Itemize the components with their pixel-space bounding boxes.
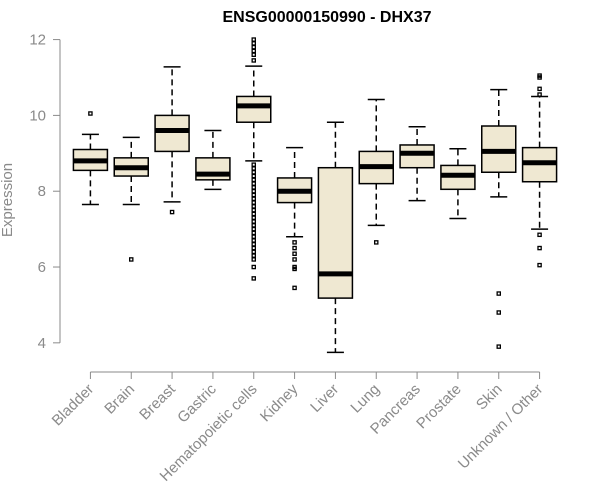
outlier-point — [251, 249, 256, 255]
x-tick-label: Brain — [101, 381, 138, 418]
outlier-point — [251, 238, 256, 243]
outlier-point — [251, 219, 256, 224]
box-liver — [317, 121, 354, 354]
chart-title: ENSG00000150990 - DHX37 — [222, 9, 431, 26]
outlier-point — [292, 240, 297, 245]
y-tick-label: 6 — [38, 259, 46, 276]
outlier-point — [169, 209, 175, 215]
y-tick-label: 10 — [29, 107, 46, 124]
y-tick-label: 4 — [38, 335, 46, 352]
x-tick-label: Bladder — [49, 381, 98, 430]
outlier-point — [292, 285, 297, 291]
box-hematopoietic-cells — [236, 37, 272, 281]
box-pancreas — [399, 126, 435, 202]
y-axis-label: Expression — [0, 163, 16, 237]
outlier-point — [251, 58, 256, 63]
outlier-point — [251, 188, 256, 194]
outlier-point — [88, 111, 93, 116]
outlier-point — [251, 37, 256, 42]
outlier-point — [251, 200, 256, 205]
x-tick-label: Lung — [347, 381, 383, 417]
outlier-point — [251, 162, 256, 167]
outlier-point — [292, 245, 297, 251]
box-bladder — [72, 111, 109, 206]
outlier-point — [251, 242, 256, 247]
outlier-point — [251, 52, 256, 57]
outlier-point — [251, 196, 256, 202]
y-tick-label: 12 — [29, 32, 46, 49]
x-tick-label: Prostate — [413, 381, 465, 433]
outlier-point — [251, 204, 256, 209]
outlier-point — [537, 86, 542, 92]
box-series — [72, 37, 558, 354]
x-tick-label: Liver — [307, 381, 342, 416]
box-gastric — [195, 129, 231, 191]
x-tick-label: Skin — [473, 381, 506, 414]
iqr-box — [317, 166, 354, 299]
outlier-point — [251, 245, 256, 251]
outlier-point — [537, 245, 542, 251]
outlier-point — [251, 166, 256, 171]
outlier-point — [292, 251, 297, 257]
outlier-point — [251, 181, 256, 186]
outlier-point — [292, 257, 297, 262]
outlier-point — [292, 266, 297, 272]
y-axis: 4 6 8 10 12 — [29, 32, 61, 352]
outlier-point — [537, 232, 542, 238]
outlier-point — [251, 207, 256, 213]
iqr-box — [399, 144, 435, 169]
box-lung — [358, 98, 394, 245]
outlier-point — [496, 310, 501, 315]
box-prostate — [440, 148, 476, 220]
box-brain — [113, 136, 149, 262]
x-tick-label: Kidney — [257, 380, 302, 425]
outlier-point — [251, 276, 256, 281]
iqr-box — [154, 114, 190, 153]
outlier-point — [496, 344, 501, 349]
outlier-point — [251, 223, 256, 228]
outlier-point — [251, 257, 256, 262]
outlier-point — [251, 234, 256, 239]
outlier-point — [251, 230, 256, 236]
outlier-point — [251, 226, 256, 232]
box-kidney — [276, 146, 313, 291]
x-tick-label: Breast — [136, 380, 179, 423]
box-unknown-other — [521, 73, 558, 268]
outlier-point — [251, 264, 256, 270]
outlier-point — [251, 44, 256, 50]
outlier-point — [251, 192, 256, 198]
outlier-point — [251, 215, 256, 220]
outlier-point — [537, 75, 542, 80]
outlier-point — [373, 240, 379, 245]
iqr-box — [236, 95, 272, 123]
outlier-point — [496, 291, 501, 296]
outlier-point — [251, 170, 256, 175]
outlier-point — [537, 92, 542, 97]
outlier-point — [251, 41, 256, 46]
outlier-point — [251, 173, 256, 179]
y-tick-label: 8 — [38, 183, 46, 200]
outlier-point — [251, 177, 256, 183]
outlier-point — [251, 185, 256, 190]
box-breast — [154, 66, 190, 215]
outlier-point — [128, 257, 134, 262]
outlier-point — [537, 262, 542, 268]
outlier-point — [251, 48, 256, 54]
outlier-point — [251, 253, 256, 258]
box-skin — [481, 88, 517, 349]
outlier-point — [251, 211, 256, 217]
